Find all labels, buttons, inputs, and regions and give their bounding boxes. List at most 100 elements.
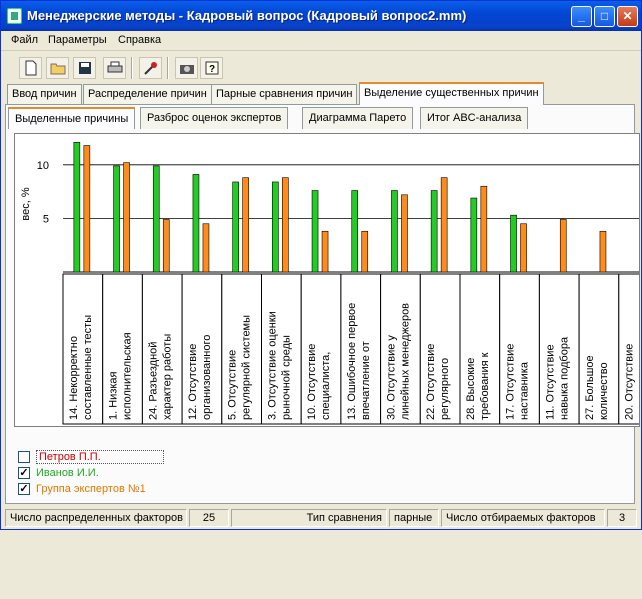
category-label: 3. Отсутствие оценки	[266, 311, 278, 420]
bar	[232, 181, 239, 273]
category-label: составленные тесты	[82, 315, 94, 420]
category-label-box	[102, 273, 143, 425]
app-icon	[7, 8, 22, 24]
menu-parameters[interactable]: Параметры	[48, 34, 107, 46]
bar	[272, 181, 279, 273]
menu-bar: Файл Параметры Справка	[1, 31, 641, 51]
status-compare-value: парные	[389, 509, 439, 527]
menu-file[interactable]: Файл	[11, 34, 39, 46]
bar	[430, 190, 438, 273]
help-icon[interactable]: ?	[200, 57, 223, 79]
category-label: линейных менеджеров	[399, 303, 411, 420]
category-label-box	[499, 273, 540, 425]
bar	[401, 194, 408, 273]
category-label-box	[300, 273, 342, 425]
tab-abc-result[interactable]: Итог ABC-анализа	[420, 107, 529, 129]
legend-item-ivanov[interactable]: ✓ Иванов И.И.	[18, 465, 99, 481]
bar	[73, 141, 81, 273]
category-label: 13. Ошибочное первое	[346, 303, 358, 420]
category-label: регулярного	[439, 358, 451, 420]
tab-selected-causes[interactable]: Выделенные причины	[8, 107, 136, 129]
category-label: 12. Отсутствие	[187, 344, 199, 420]
checkbox[interactable]	[18, 451, 30, 463]
category-label-box	[618, 273, 642, 425]
new-file-icon[interactable]	[19, 57, 42, 79]
category-label: 1. Низкая	[108, 371, 120, 420]
tab-distribution[interactable]: Распределение причин	[83, 84, 212, 104]
category-label: 20. Отсутствие	[624, 344, 636, 420]
legend-label: Петров П.П.	[36, 450, 164, 464]
tab-pairwise[interactable]: Парные сравнения причин	[211, 84, 358, 104]
y-tick-label: 5	[43, 213, 49, 225]
camera-icon[interactable]	[175, 57, 198, 79]
legend-item-group[interactable]: ✓ Группа экспертов №1	[18, 481, 146, 497]
category-label: навыка подбора	[558, 336, 570, 420]
category-label-box	[141, 273, 183, 425]
legend-list: Петров П.П. ✓ Иванов И.И. ✓ Группа экспе…	[18, 449, 636, 599]
bar	[480, 185, 488, 273]
legend-item-petrov[interactable]: Петров П.П.	[18, 449, 164, 465]
tab-significant-causes[interactable]: Выделение существенных причин	[359, 82, 544, 105]
print-icon[interactable]	[103, 57, 126, 79]
category-label: 22. Отсутствие	[425, 344, 437, 420]
category-label: 17. Отсутствие	[505, 344, 517, 420]
bar	[559, 219, 567, 273]
category-label: 11. Отсутствие	[544, 344, 556, 420]
toolbar-separator	[167, 57, 169, 79]
open-folder-icon[interactable]	[46, 57, 69, 79]
bar	[152, 165, 160, 273]
y-axis-label: вес, %	[20, 187, 32, 220]
minimize-button[interactable]: _	[571, 6, 592, 27]
close-button[interactable]: ✕	[617, 6, 638, 27]
save-icon[interactable]	[73, 57, 96, 79]
category-label: организованного	[201, 335, 213, 420]
bar	[510, 214, 517, 273]
tools-icon[interactable]	[139, 57, 162, 79]
category-label: количество	[598, 362, 610, 420]
main-window: Менеджерские методы - Кадровый вопрос (К…	[0, 0, 642, 530]
window-title: Менеджерские методы - Кадровый вопрос (К…	[27, 8, 467, 23]
legend-label: Группа экспертов №1	[36, 483, 146, 495]
category-label-box	[340, 273, 382, 425]
category-label: впечатление от	[360, 341, 372, 420]
bar	[123, 162, 130, 273]
category-label-box	[221, 273, 263, 425]
tab-input-causes[interactable]: Ввод причин	[7, 84, 82, 104]
menu-help[interactable]: Справка	[118, 34, 162, 46]
bar	[113, 165, 120, 273]
title-bar[interactable]: Менеджерские методы - Кадровый вопрос (К…	[1, 1, 641, 31]
category-label: рыночной среды	[280, 335, 292, 420]
tab-panel: Выделенные причины Разброс оценок экспер…	[5, 104, 642, 504]
status-compare-label: Тип сравнения	[231, 509, 387, 527]
category-label-box	[181, 273, 223, 425]
legend-label: Иванов И.И.	[36, 467, 99, 479]
bar	[391, 190, 398, 273]
category-label-box	[578, 273, 620, 425]
bar	[311, 190, 319, 273]
chart-area: 5 10 вес, % 14. Некорректно составленные тес…	[14, 133, 642, 427]
bar	[192, 174, 200, 273]
bar	[282, 177, 289, 273]
bar	[361, 230, 369, 273]
bar	[162, 219, 170, 273]
bar	[83, 145, 91, 273]
checkbox[interactable]: ✓	[18, 483, 30, 495]
category-label: регулярной системы	[241, 315, 253, 420]
tab-pareto[interactable]: Диаграмма Парето	[302, 107, 414, 129]
category-label: 14. Некорректно	[68, 336, 80, 420]
category-label: наставника	[519, 361, 531, 420]
category-label: 27. Большое	[584, 355, 596, 420]
category-label: 30. Отсутствие у	[385, 335, 397, 420]
toolbar: ?	[1, 52, 641, 84]
bar	[599, 230, 607, 273]
status-bar: Число распределенных факторов 25 Тип сра…	[1, 507, 641, 529]
checkbox[interactable]: ✓	[18, 467, 30, 479]
category-label: специалиста,	[320, 352, 332, 420]
category-label-box	[419, 273, 461, 425]
maximize-button[interactable]: □	[594, 6, 615, 27]
category-label: исполнительская	[122, 332, 134, 420]
tab-expert-spread[interactable]: Разброс оценок экспертов	[140, 107, 289, 129]
bar-chart: 5 10 вес, % 14. Некорректно составленные тес…	[20, 141, 642, 425]
bar	[520, 223, 527, 273]
status-factors-label: Число распределенных факторов	[5, 509, 187, 527]
